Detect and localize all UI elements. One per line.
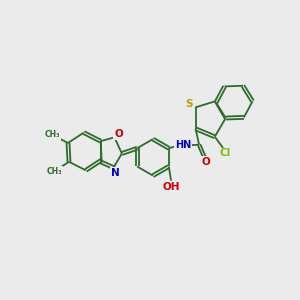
Text: O: O (114, 129, 123, 140)
Text: CH₃: CH₃ (46, 167, 62, 176)
Text: OH: OH (163, 182, 180, 192)
Text: O: O (201, 157, 210, 167)
Text: CH₃: CH₃ (44, 130, 60, 140)
Text: N: N (111, 168, 119, 178)
Text: S: S (185, 99, 193, 110)
Text: HN: HN (175, 140, 191, 150)
Text: Cl: Cl (220, 148, 231, 158)
